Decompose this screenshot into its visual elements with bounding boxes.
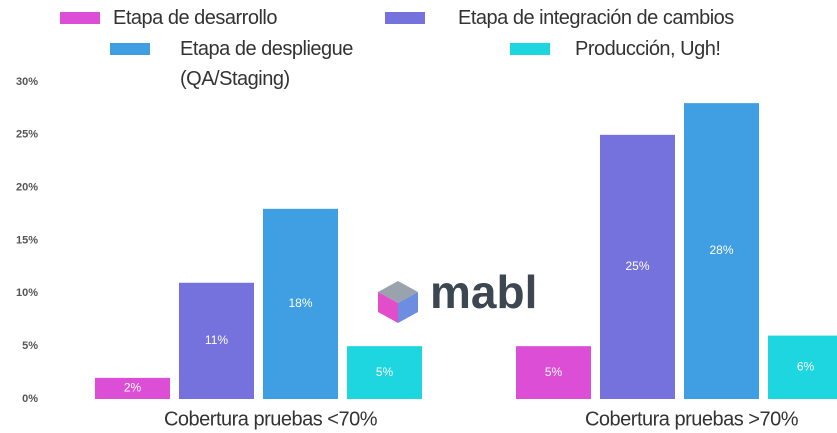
value-label: 25% [625, 259, 649, 273]
bar [768, 335, 837, 399]
logo: mabl [378, 266, 537, 323]
value-label: 5% [545, 365, 563, 379]
bar [600, 134, 675, 400]
y-tick-label: 20% [16, 182, 38, 194]
bar [263, 208, 338, 399]
value-label: 5% [376, 365, 394, 379]
legend-swatch [385, 12, 425, 24]
legend-label: Etapa de desarrollo [113, 7, 277, 29]
value-label: 2% [124, 381, 142, 395]
x-tick-label: Cobertura pruebas >70% [585, 408, 799, 430]
watermark: mabl [430, 266, 537, 318]
value-label: 11% [205, 333, 228, 347]
value-label: 18% [288, 296, 312, 310]
value-label: 28% [709, 243, 733, 257]
x-tick-label: Cobertura pruebas <70% [164, 408, 378, 430]
bar [95, 377, 170, 399]
legend-label: Etapa de integración de cambios [458, 7, 734, 29]
legend-label: Etapa de despliegue (QA/Staging) [180, 38, 353, 90]
y-tick-label: 30% [16, 76, 38, 88]
legend-swatch [510, 43, 550, 55]
bar [516, 346, 591, 399]
legend-swatch [60, 12, 100, 24]
bar [684, 103, 759, 399]
bar [347, 346, 422, 399]
value-label: 6% [797, 359, 815, 373]
y-tick-label: 5% [22, 340, 38, 352]
y-tick-label: 10% [16, 287, 38, 299]
y-tick-label: 15% [16, 234, 38, 246]
legend-label: Producción, Ugh! [575, 38, 721, 60]
legend-swatch [110, 43, 150, 55]
y-tick-label: 25% [16, 129, 38, 141]
bar [179, 282, 254, 399]
y-tick-label: 0% [22, 393, 38, 405]
